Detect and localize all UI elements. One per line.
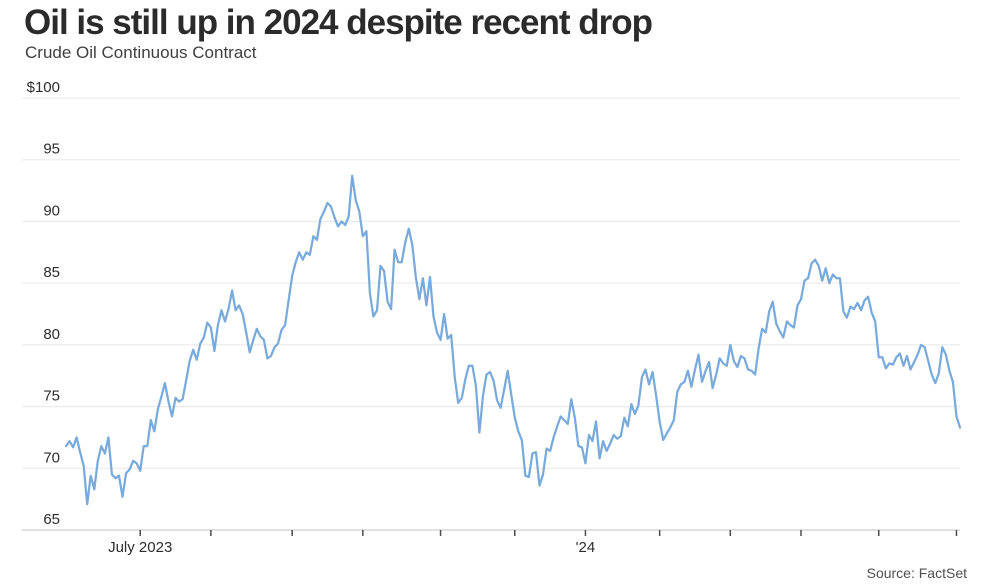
y-axis-label-100: $100: [27, 79, 60, 96]
y-axis-label-95: 95: [43, 141, 60, 158]
source-credit: Source: FactSet: [866, 565, 967, 581]
y-axis-label-75: 75: [43, 388, 60, 405]
y-axis-label-80: 80: [43, 326, 60, 343]
price-line: [64, 174, 962, 506]
x-axis-label: July 2023: [108, 539, 172, 556]
chart-title: Oil is still up in 2024 despite recent d…: [24, 3, 653, 42]
y-axis-label-85: 85: [43, 264, 60, 281]
y-axis-label-65: 65: [43, 511, 60, 528]
y-axis-label-70: 70: [43, 449, 60, 466]
x-axis-label: '24: [576, 539, 596, 556]
y-axis-label-90: 90: [43, 202, 60, 219]
chart-subtitle: Crude Oil Continuous Contract: [25, 43, 257, 62]
